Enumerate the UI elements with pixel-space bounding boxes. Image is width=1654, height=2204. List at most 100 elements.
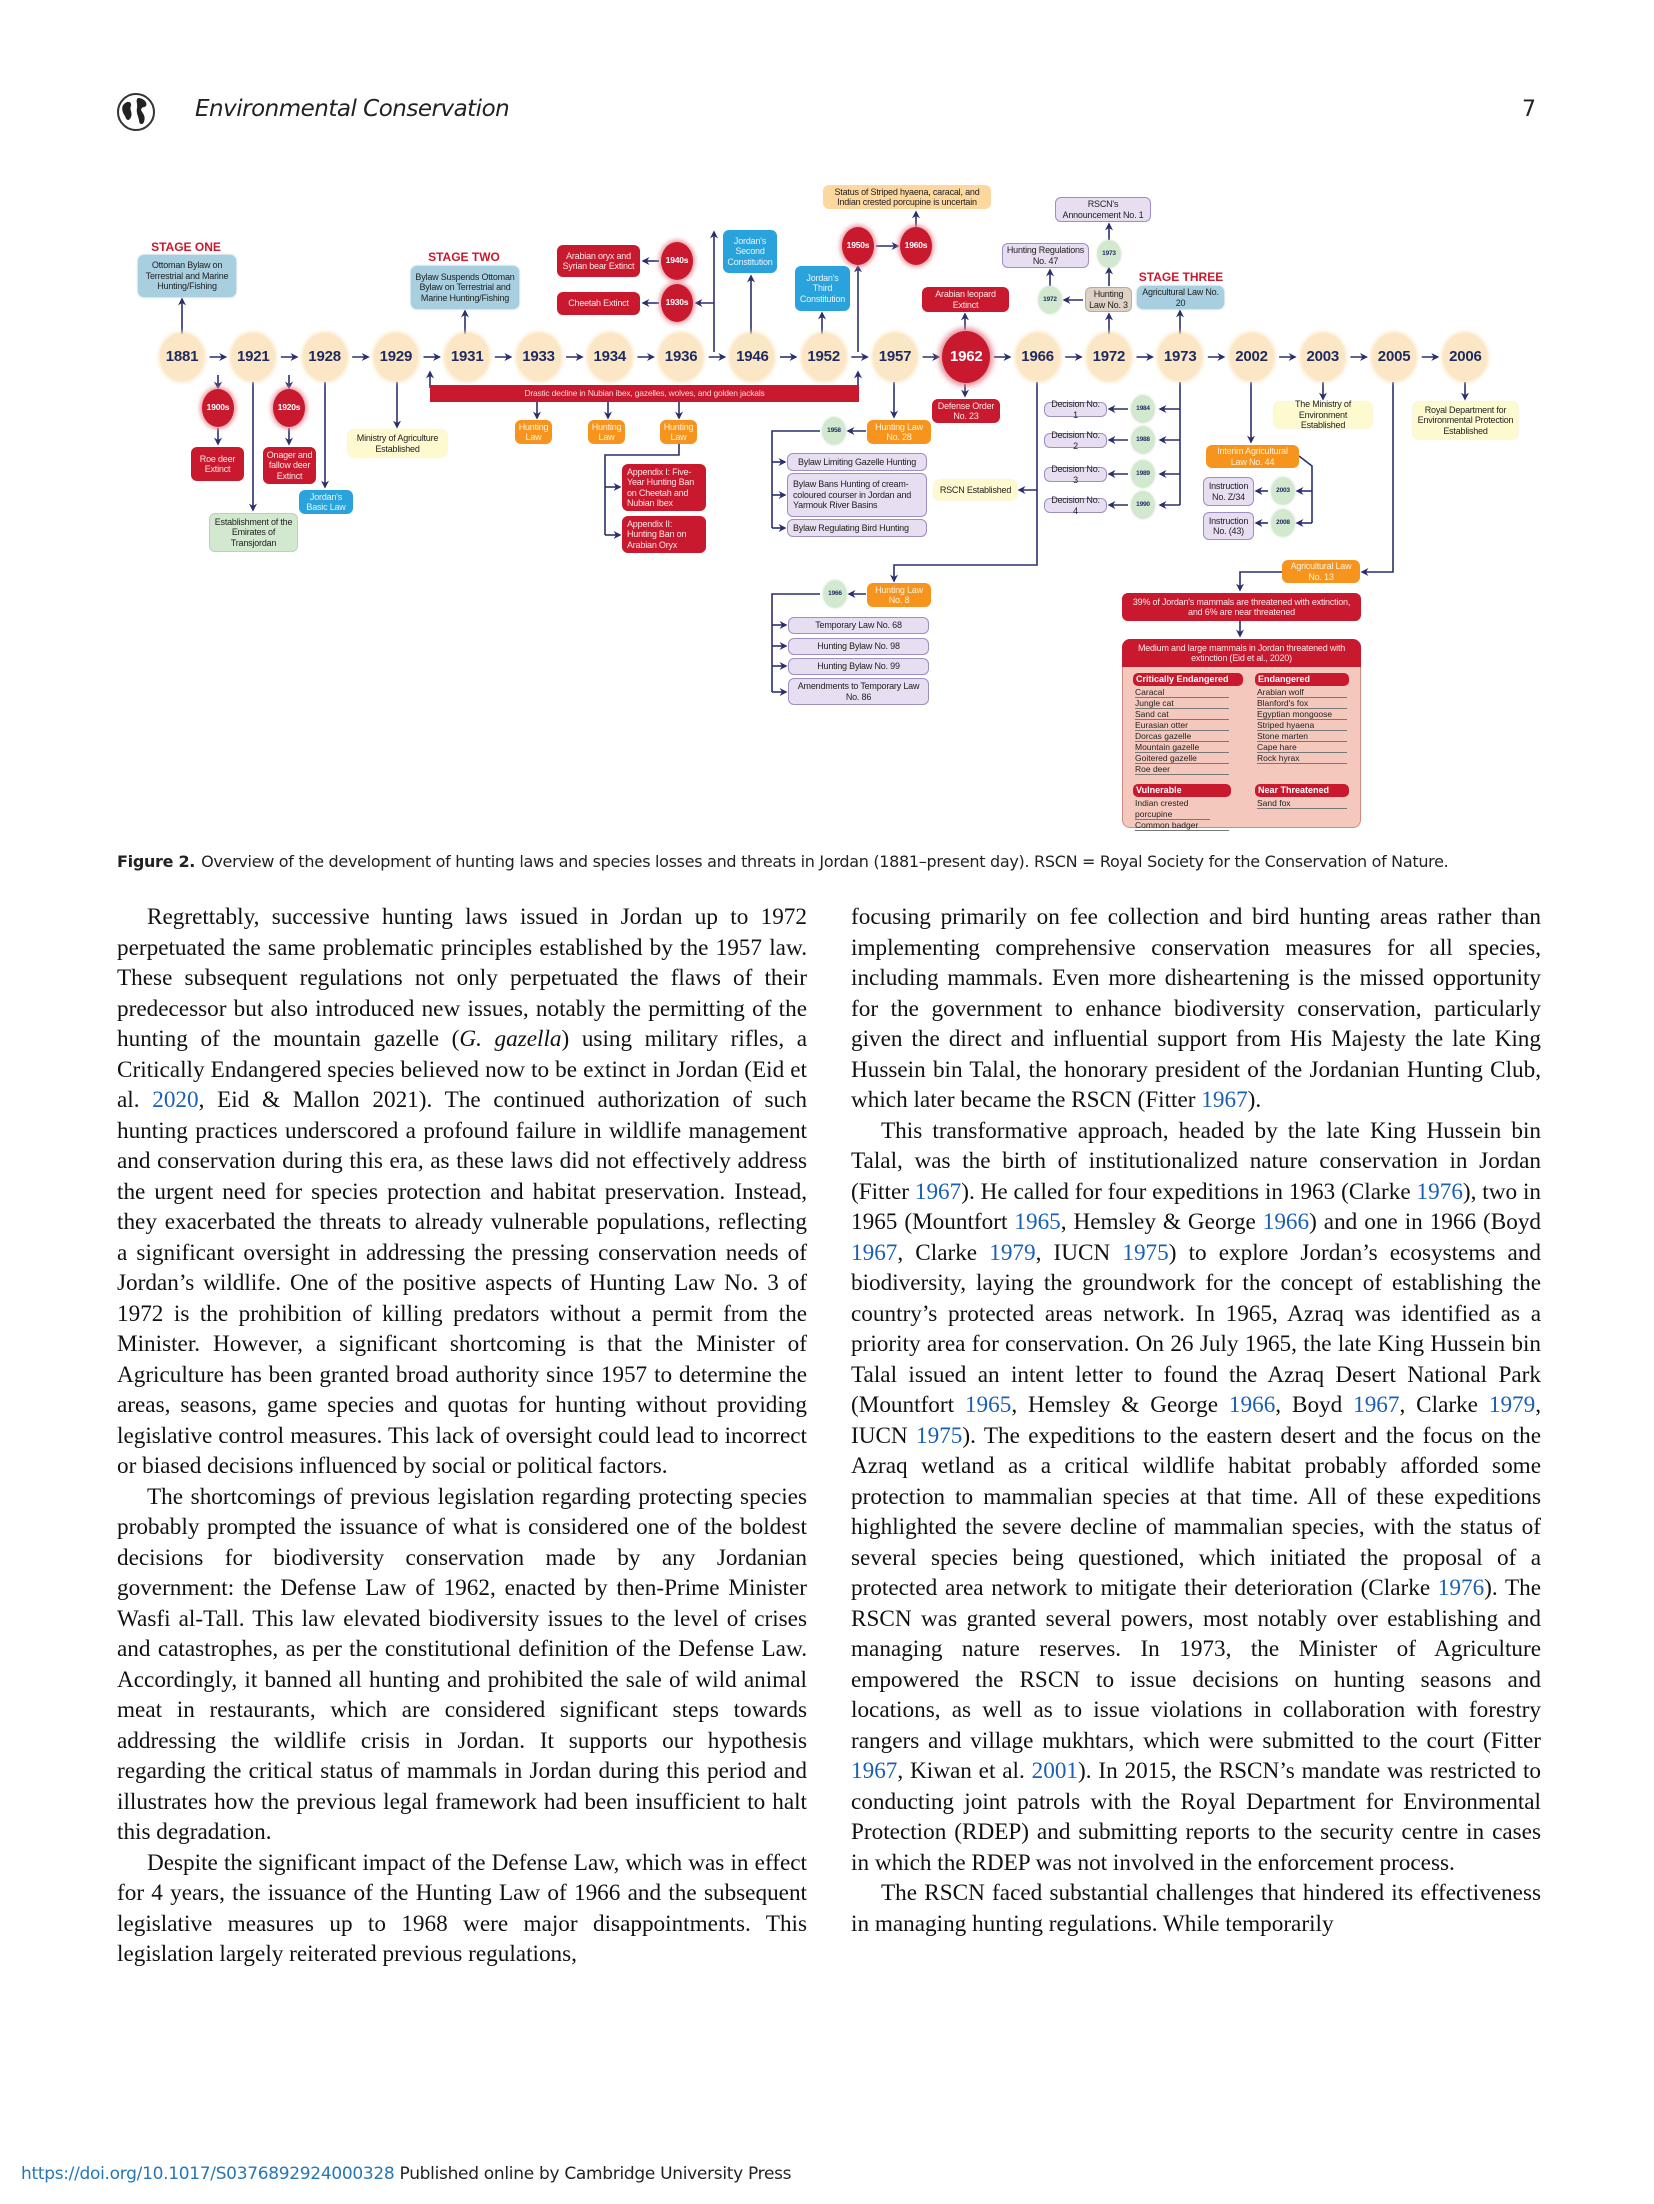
threat-header-endangered: Endangered: [1255, 673, 1349, 686]
text-run: , Clarke: [897, 1239, 990, 1266]
citation-link[interactable]: 1967: [1353, 1392, 1400, 1418]
diagram-arrows: [178, 210, 1469, 696]
node-hl28: Hunting Law No. 28: [867, 420, 931, 444]
species-item: Caracal: [1135, 687, 1229, 698]
paragraph: The RSCN faced substantial challenges th…: [851, 1878, 1541, 1939]
text-run: , Boyd: [1275, 1392, 1354, 1418]
citation-link[interactable]: 1965: [1014, 1209, 1061, 1235]
citation-link[interactable]: 1976: [1437, 1575, 1485, 1601]
body-column-left: Regrettably, successive hunting laws iss…: [117, 902, 807, 1970]
text-run: , Hemsley & George: [1060, 1209, 1263, 1235]
circle-s1972: 1972: [1039, 287, 1061, 313]
node-hl1933: Hunting Law: [515, 420, 552, 444]
node-ottoman: Ottoman Bylaw on Terrestrial and Marine …: [138, 255, 236, 297]
circle-d1960s: 1960s: [900, 227, 932, 265]
year-2006: 2006: [1444, 334, 1487, 380]
text-run: ). The expeditions to the eastern desert…: [851, 1422, 1541, 1602]
node-agri13: Agricultural Law No. 13: [1282, 560, 1360, 583]
citation-link[interactable]: 1975: [1122, 1239, 1169, 1266]
node-agri20: Agricultural Law No. 20: [1137, 286, 1224, 309]
species-item: Arabian wolf: [1257, 687, 1347, 698]
publisher-text: Published online by Cambridge University…: [394, 2164, 792, 2184]
node-interim: Interim Agricultural Law No. 44: [1206, 445, 1299, 468]
node-bylaw-bird: Bylaw Regulating Bird Hunting: [787, 519, 927, 537]
node-cheetah: Cheetah Extinct: [557, 292, 640, 315]
text-run: , IUCN: [1035, 1239, 1123, 1266]
node-medium: Medium and large mammals in Jordan threa…: [1122, 639, 1361, 667]
doi-link[interactable]: https://doi.org/10.1017/S037689292400032…: [21, 2164, 395, 2184]
stage-three-label: STAGE THREE: [1138, 270, 1224, 284]
node-hunting-regs: Hunting Regulations No. 47: [1002, 243, 1089, 268]
node-temp68: Temporary Law No. 68: [788, 617, 929, 634]
year-1957: 1957: [874, 334, 916, 380]
paragraph: Regrettably, successive hunting laws iss…: [117, 902, 807, 1482]
circle-d1950s: 1950s: [842, 227, 874, 265]
citation-link[interactable]: 1967: [851, 1239, 898, 1266]
citation-link[interactable]: 1979: [1488, 1392, 1536, 1418]
paragraph: This transformative approach, headed by …: [851, 1116, 1541, 1879]
node-second-const: Jordan's Second Constitution: [723, 230, 777, 273]
citation-link[interactable]: 1976: [1416, 1178, 1463, 1205]
caption-text: Overview of the development of hunting l…: [201, 852, 1449, 871]
citation-link[interactable]: 1966: [1228, 1392, 1276, 1418]
circle-s1984: 1984: [1132, 396, 1154, 422]
year-1934: 1934: [588, 334, 631, 380]
node-inst-43: Instruction No. (43): [1203, 512, 1254, 540]
circle-d1930s: 1930s: [661, 284, 693, 322]
year-1972: 1972: [1087, 334, 1130, 380]
year-1931: 1931: [446, 334, 489, 380]
text-run: The shortcomings of previous legislation…: [117, 1483, 807, 1846]
node-roe-deer: Roe deer Extinct: [191, 447, 244, 481]
text-run: ) and one in 1966 (Boyd: [1309, 1209, 1542, 1235]
text-run: , Hemsley & George: [1011, 1392, 1229, 1418]
citation-link[interactable]: 1975: [916, 1422, 963, 1449]
node-bylaw-courser: Bylaw Bans Hunting of cream-coloured cou…: [787, 473, 927, 517]
threat-header-critically-endangered: Critically Endangered: [1133, 673, 1243, 686]
species-item: Common badger: [1135, 820, 1229, 831]
figure-2-timeline-diagram: STAGE ONE STAGE TWO STAGE THREE Drastic …: [0, 0, 1654, 840]
citation-link[interactable]: 1967: [1201, 1087, 1248, 1113]
paragraph: focusing primarily on fee collection and…: [851, 902, 1541, 1116]
species-item: Striped hyaena: [1257, 720, 1347, 731]
node-arabian-oryx: Arabian oryx and Syrian bear Extinct: [557, 245, 640, 277]
species-item: Rock hyrax: [1257, 753, 1347, 764]
citation-link[interactable]: 1965: [964, 1392, 1012, 1418]
year-1936: 1936: [660, 334, 703, 380]
node-third-const: Jordan's Third Constitution: [795, 266, 850, 311]
citation-link[interactable]: 1967: [851, 1758, 898, 1784]
species-item: Sand cat: [1135, 709, 1229, 720]
citation-link[interactable]: 1979: [989, 1239, 1036, 1266]
year-2002: 2002: [1230, 334, 1273, 380]
citation-link[interactable]: 1966: [1262, 1209, 1310, 1235]
text-run: , Kiwan et al.: [897, 1758, 1032, 1784]
node-royal-dept: Royal Department for Environmental Prote…: [1413, 402, 1518, 439]
year-2005: 2005: [1373, 334, 1416, 380]
species-item: Indian crested porcupine: [1135, 798, 1210, 820]
decline-bar: Drastic decline in Nubian ibex, gazelles…: [430, 385, 859, 402]
text-run: ) to explore Jordan’s ecosystems and bio…: [851, 1239, 1541, 1419]
node-dec1: Decision No. 1: [1044, 399, 1107, 420]
paragraph: Despite the significant impact of the De…: [117, 1848, 807, 1970]
node-rscn-est: RSCN Established: [934, 480, 1017, 500]
citation-link[interactable]: 1967: [914, 1178, 962, 1205]
node-leopard: Arabian leopard Extinct: [922, 287, 1009, 312]
circle-s1973: 1973: [1098, 241, 1120, 267]
node-establishment: Establishment of the Emirates of Transjo…: [209, 513, 298, 552]
species-item: Goitered gazelle: [1135, 753, 1229, 764]
node-defense: Defense Order No. 23: [932, 399, 1000, 423]
threat-header-vulnerable: Vulnerable: [1133, 784, 1231, 797]
year-1933: 1933: [517, 334, 560, 380]
year-1952: 1952: [802, 334, 845, 380]
figure-label: Figure 2.: [117, 852, 196, 871]
year-2003: 2003: [1301, 334, 1344, 380]
citation-link[interactable]: 2001: [1031, 1758, 1078, 1784]
species-item: Eurasian otter: [1135, 720, 1229, 731]
circle-s1989: 1989: [1132, 461, 1154, 487]
citation-link[interactable]: 2020: [152, 1087, 199, 1113]
species-item: Egyptian mongoose: [1257, 709, 1347, 720]
arrow: [771, 593, 820, 692]
text-run: ). He called for four expeditions in 196…: [961, 1178, 1417, 1205]
text-run: , Eid & Mallon 2021). The continued auth…: [117, 1087, 807, 1479]
circle-s2003: 2003: [1272, 478, 1294, 504]
circle-d1940s: 1940s: [661, 242, 693, 280]
